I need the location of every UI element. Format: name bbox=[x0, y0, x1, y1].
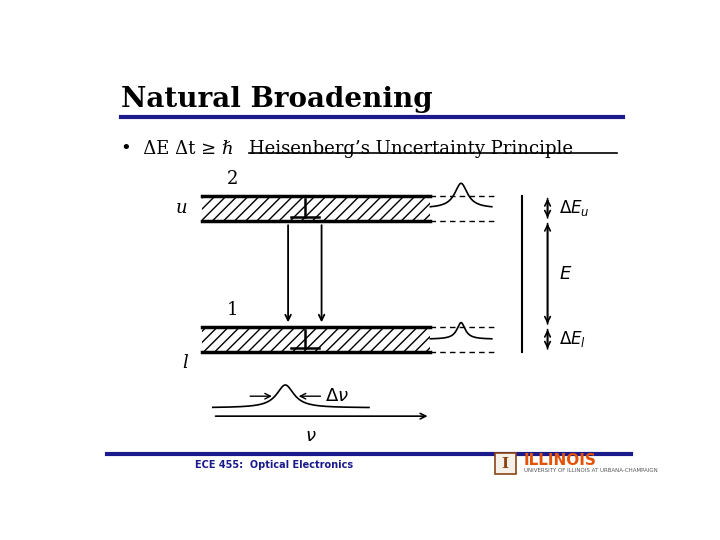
Text: 2: 2 bbox=[227, 170, 238, 188]
Text: ILLINOIS: ILLINOIS bbox=[523, 453, 596, 468]
Text: $\nu$: $\nu$ bbox=[305, 427, 316, 444]
Text: $\Delta E_u$: $\Delta E_u$ bbox=[559, 198, 590, 218]
Text: UNIVERSITY OF ILLINOIS AT URBANA-CHAMPAIGN: UNIVERSITY OF ILLINOIS AT URBANA-CHAMPAI… bbox=[523, 468, 657, 472]
Text: $\Delta\nu$: $\Delta\nu$ bbox=[325, 387, 349, 405]
Text: I: I bbox=[502, 456, 509, 470]
Bar bbox=[495, 453, 516, 474]
Text: •  ΔE Δt ≥ ℏ: • ΔE Δt ≥ ℏ bbox=[121, 140, 233, 158]
Text: Heisenberg’s Uncertainty Principle: Heisenberg’s Uncertainty Principle bbox=[249, 140, 573, 158]
Text: ECE 455:  Optical Electronics: ECE 455: Optical Electronics bbox=[195, 460, 354, 470]
Bar bbox=[202, 327, 431, 352]
Text: Natural Broadening: Natural Broadening bbox=[121, 85, 432, 113]
Text: $E$: $E$ bbox=[559, 265, 572, 283]
Bar bbox=[202, 196, 431, 221]
Text: u: u bbox=[176, 199, 188, 217]
Text: 1: 1 bbox=[227, 301, 238, 319]
Text: $\Delta E_l$: $\Delta E_l$ bbox=[559, 329, 586, 349]
Text: l: l bbox=[182, 354, 188, 372]
